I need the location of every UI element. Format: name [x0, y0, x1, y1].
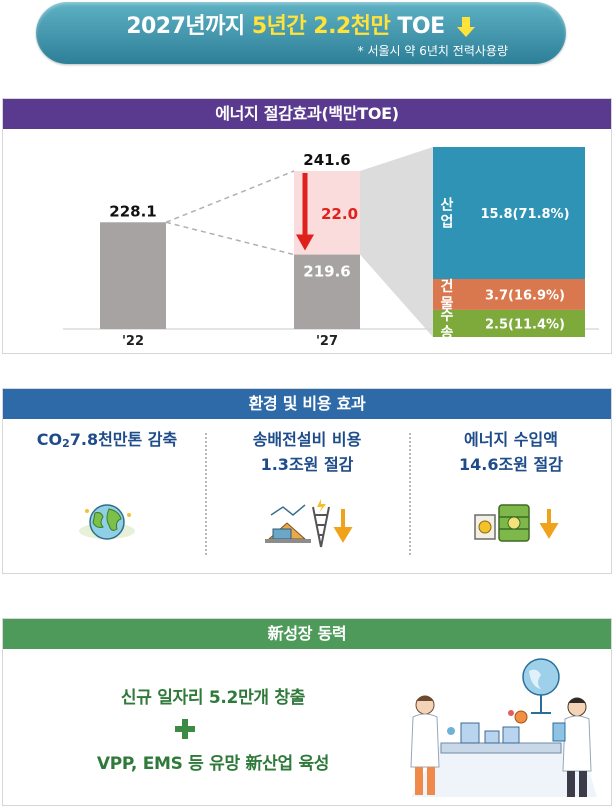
effect-grid-cost-title: 송배전설비 비용: [252, 430, 362, 449]
growth-industry-text: VPP, EMS 등 유망 新산업 육성: [96, 754, 330, 774]
value-label-2027: 219.6: [303, 263, 350, 281]
banner-title-prefix: 2027년까지: [126, 14, 245, 39]
plus-icon: [175, 719, 195, 739]
category-label-2022: '22: [122, 334, 144, 349]
sector-breakdown-stack: 산 업 15.8(71.8%) 건 물 3.7(16.9%) 수 송 2.5(11.4%): [433, 147, 585, 341]
category-label-2027: '27: [316, 334, 338, 349]
savings-label: 22.0: [321, 205, 358, 223]
effect-grid-cost-value: 1.3조원 절감: [260, 455, 354, 474]
growth-header: 新성장 동력: [3, 619, 611, 649]
effect-co2: CO27.8천만톤 감축: [7, 427, 207, 456]
banner-title: 2027년까지 5년간 2.2천만 TOE: [36, 8, 566, 40]
power-grid-icon: [265, 499, 353, 548]
scientists-illustration: [410, 658, 597, 797]
trend-dashed-line: [165, 170, 295, 223]
effects-divider: [409, 433, 411, 555]
banner-note: * 서울시 약 6년치 전력사용량: [357, 44, 508, 58]
sector-segment-0: [433, 147, 585, 280]
savings-arrow-icon: [296, 173, 314, 251]
sector-segment-2: [433, 309, 585, 337]
bar-2022: [100, 222, 166, 329]
energy-savings-panel: 에너지 절감효과(백만TOE) 산 업 15.8(71.8%) 건 물 3.7(16.9%…: [2, 98, 612, 354]
effect-co2-text: 7.8천만톤 감축: [69, 430, 178, 449]
sector-value-1: 3.7(16.9%): [485, 288, 565, 303]
sector-value-2: 2.5(11.4%): [485, 317, 565, 332]
oil-barrel-icon: [474, 504, 559, 542]
baseline-dashed-line: [165, 221, 295, 256]
top-banner: 2027년까지 5년간 2.2천만 TOE * 서울시 약 6년치 전력사용량: [36, 2, 566, 64]
growth-panel: 新성장 동력 신규 일자리 5.2만개 창출 VPP, EMS 등 유망 新산업…: [2, 618, 612, 806]
breakdown-zoom-shape: [360, 147, 433, 337]
effects-divider: [205, 433, 207, 555]
effect-co2-prefix: CO: [36, 430, 63, 449]
effect-import-title: 에너지 수입액: [464, 430, 558, 449]
arrow-down-icon: [456, 17, 475, 37]
value-label-2022: 228.1: [109, 202, 156, 220]
energy-savings-chart: 산 업 15.8(71.8%) 건 물 3.7(16.9%) 수 송 2.5(11.4%) 22…: [63, 147, 599, 349]
effect-import-cost: 에너지 수입액 14.6조원 절감: [411, 427, 611, 477]
projected-total-label: 241.6: [303, 151, 350, 169]
effect-grid-cost: 송배전설비 비용 1.3조원 절감: [207, 427, 407, 477]
banner-title-unit: TOE: [397, 14, 445, 39]
effect-co2-subscript: 2: [62, 437, 70, 450]
effects-header: 환경 및 비용 효과: [3, 389, 611, 419]
sector-value-0: 15.8(71.8%): [480, 207, 569, 222]
effect-import-value: 14.6조원 절감: [459, 455, 563, 474]
effects-panel: 환경 및 비용 효과 CO27.8천만톤 감축 송배전설비 비용 1.3조원 절…: [2, 388, 612, 574]
bar-2027: [294, 254, 360, 329]
sector-segment-1: [433, 279, 585, 310]
banner-title-highlight: 5년간 2.2천만: [251, 14, 391, 39]
growth-jobs-text: 신규 일자리 5.2만개 창출: [120, 688, 306, 708]
globe-icon: [79, 504, 135, 540]
energy-savings-header: 에너지 절감효과(백만TOE): [3, 99, 611, 129]
